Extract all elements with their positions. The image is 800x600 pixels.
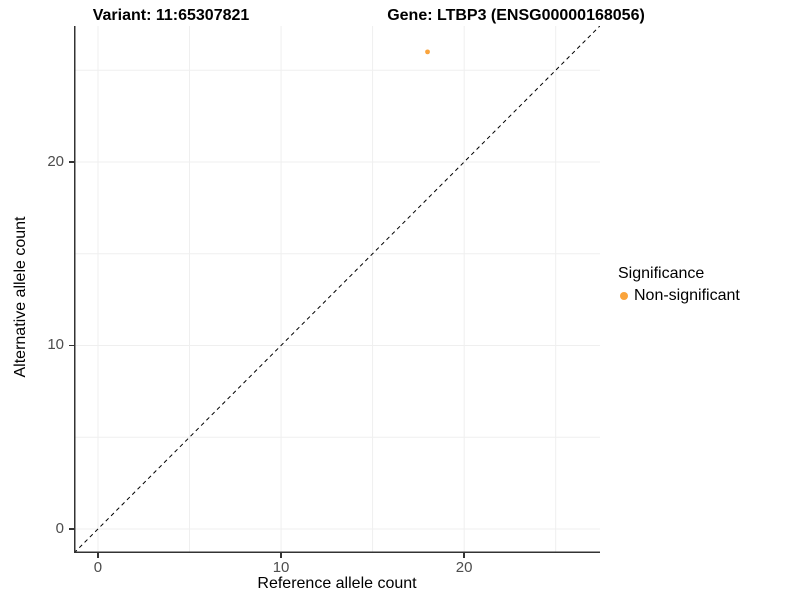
x-axis-title: Reference allele count	[257, 575, 417, 592]
x-tick-label: 20	[455, 559, 473, 576]
x-tick-mark	[97, 553, 99, 558]
identity-line	[73, 25, 601, 554]
y-axis-title: Alternative allele count	[12, 216, 29, 378]
plot-panel	[73, 25, 601, 554]
data-point	[425, 49, 430, 55]
x-tick-label: 0	[93, 559, 103, 576]
plot-panel-canvas	[73, 25, 601, 554]
x-tick-mark	[463, 553, 465, 558]
y-tick-label: 0	[55, 519, 64, 537]
legend-entry-label: Non-significant	[634, 287, 740, 304]
legend-title: Significance	[618, 265, 705, 282]
y-tick-label: 20	[47, 152, 64, 170]
plot-title-gene: Gene: LTBP3 (ENSG00000168056)	[387, 7, 645, 24]
legend-point-icon	[620, 292, 628, 300]
legend: Significance Non-significant	[618, 265, 740, 305]
y-tick-label: 10	[47, 336, 64, 354]
x-tick-mark	[280, 553, 282, 558]
plot-title-variant: Variant: 11:65307821	[92, 7, 250, 24]
x-tick-label: 10	[272, 559, 290, 576]
legend-entry: Non-significant	[618, 287, 740, 305]
